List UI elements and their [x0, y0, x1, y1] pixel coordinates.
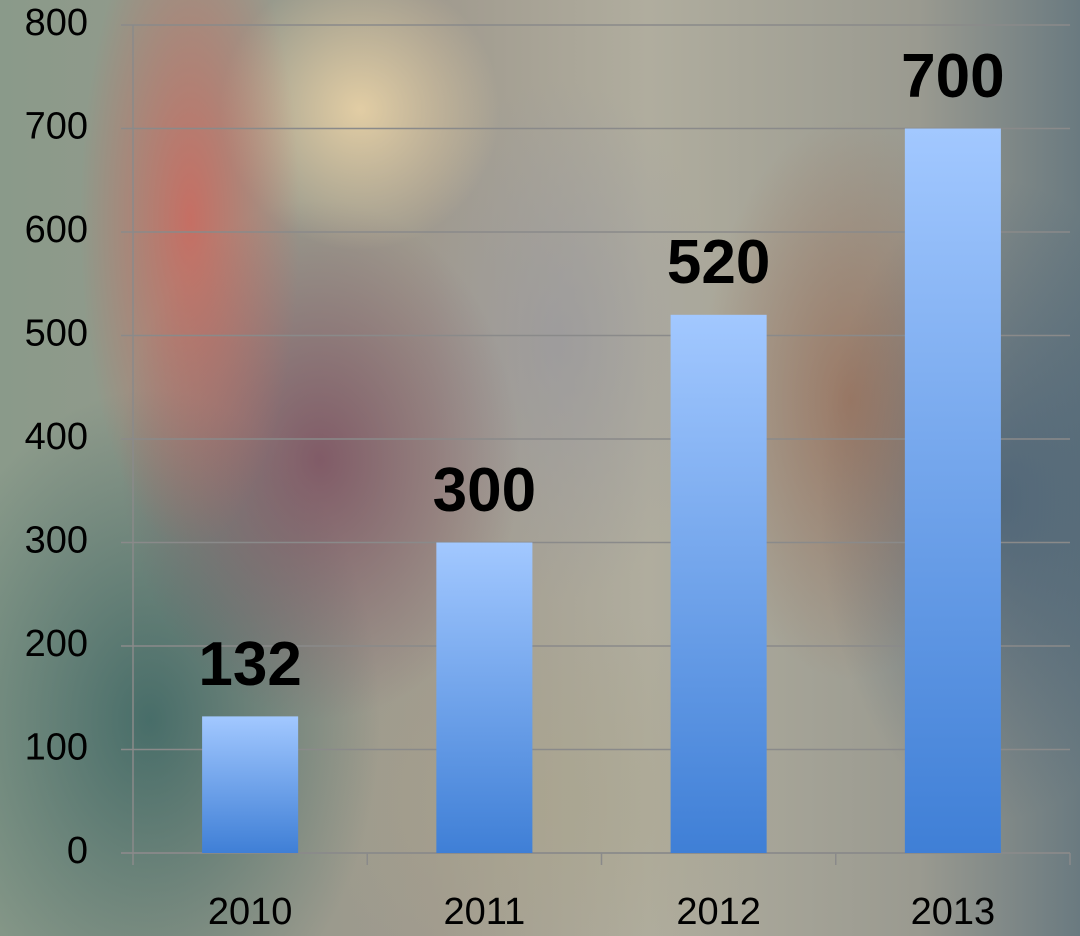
data-label: 300	[433, 456, 536, 525]
x-tick-label: 2012	[676, 891, 761, 933]
y-tick-label: 400	[25, 416, 88, 458]
page: {"chart_data": {"type": "bar", "categori…	[0, 0, 1080, 936]
data-label: 700	[901, 42, 1004, 111]
y-tick-label: 700	[25, 106, 88, 148]
data-label: 520	[667, 228, 770, 297]
bar	[202, 716, 298, 853]
y-tick-label: 100	[25, 727, 88, 769]
bar	[436, 543, 532, 854]
y-tick-label: 800	[25, 2, 88, 44]
x-tick-label: 2013	[911, 891, 996, 933]
bar	[671, 315, 767, 853]
y-tick-label: 600	[25, 209, 88, 251]
bar	[905, 129, 1001, 854]
x-tick-label: 2011	[444, 891, 526, 933]
x-tick-label: 2010	[208, 891, 293, 933]
y-tick-label: 300	[25, 520, 88, 562]
y-tick-label: 500	[25, 313, 88, 355]
y-tick-label: 200	[25, 623, 88, 665]
y-tick-label: 0	[67, 830, 88, 872]
data-label: 132	[198, 630, 301, 699]
chart: 0 100 200 300 400 500 600 700 800 2010 132 2011 300 2…	[0, 0, 1080, 936]
